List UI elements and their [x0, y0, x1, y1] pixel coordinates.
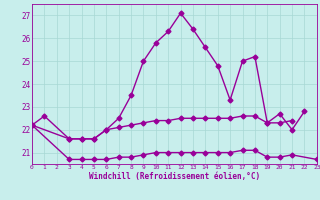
- X-axis label: Windchill (Refroidissement éolien,°C): Windchill (Refroidissement éolien,°C): [89, 172, 260, 181]
